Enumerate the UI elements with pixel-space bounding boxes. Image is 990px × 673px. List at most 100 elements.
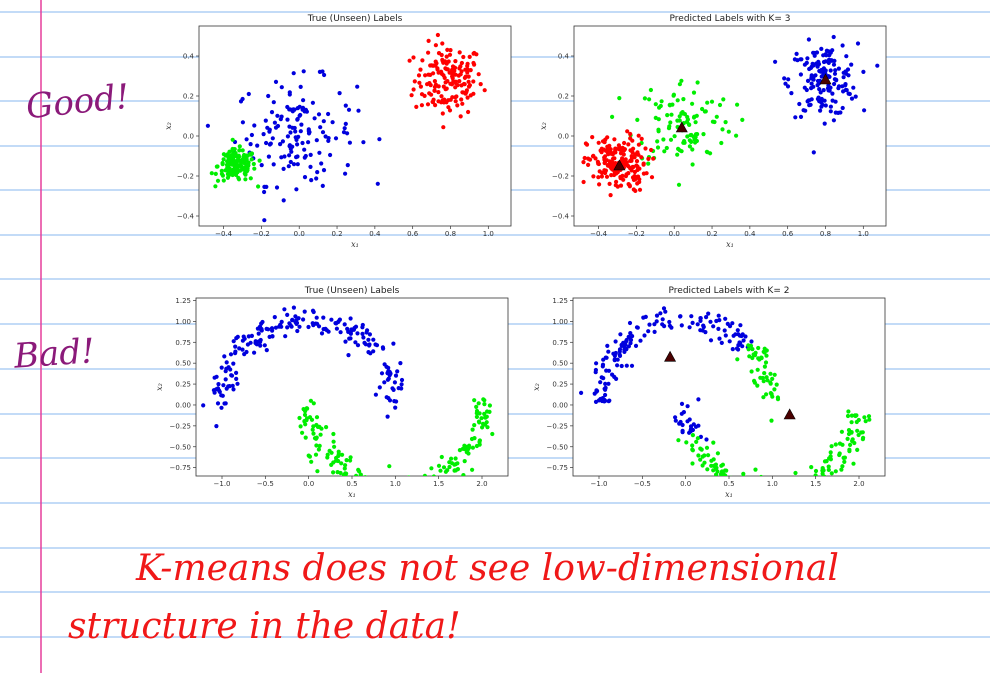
- data-point-red: [411, 87, 416, 92]
- data-point-green: [221, 157, 226, 162]
- data-point-green: [412, 484, 416, 488]
- data-point-green: [317, 424, 322, 429]
- data-point-green: [813, 468, 819, 474]
- data-point-blue: [315, 170, 320, 175]
- data-point-green: [686, 122, 692, 127]
- data-point-green: [356, 467, 361, 472]
- data-point-blue: [288, 323, 293, 328]
- data-point-blue: [822, 121, 827, 126]
- y-tick-label: −0.75: [547, 464, 568, 472]
- data-point-blue: [312, 116, 317, 121]
- data-point-blue: [320, 69, 325, 74]
- data-point-blue: [386, 369, 391, 374]
- data-point-red: [471, 79, 476, 84]
- data-point-green: [695, 436, 701, 441]
- data-point-red: [426, 72, 431, 77]
- data-point-green: [833, 469, 838, 474]
- data-point-green: [695, 80, 700, 85]
- data-point-blue: [836, 66, 842, 71]
- data-point-green: [331, 460, 336, 465]
- data-point-green: [842, 455, 848, 460]
- data-point-red: [426, 38, 431, 44]
- data-point-blue: [814, 50, 820, 55]
- data-point-blue: [245, 342, 250, 347]
- data-point-blue: [272, 315, 277, 320]
- data-point-blue: [805, 99, 810, 104]
- data-point-green: [764, 495, 768, 499]
- data-point-blue: [261, 132, 266, 137]
- data-point-blue: [222, 354, 227, 359]
- data-point-blue: [392, 380, 397, 385]
- data-point-green: [762, 350, 767, 355]
- data-point-blue: [673, 415, 678, 420]
- data-point-blue: [318, 125, 323, 130]
- data-point-green: [822, 474, 827, 476]
- data-point-blue: [295, 162, 300, 167]
- data-point-red: [459, 69, 464, 74]
- data-point-red: [609, 173, 614, 178]
- data-point-green: [753, 467, 758, 472]
- chart-predicted-k2-moons: Predicted Labels with K= 2 −1.0 −0.5 0.0 0.5…: [532, 286, 886, 499]
- y-tick-label: 0.00: [552, 401, 568, 409]
- data-point-red: [427, 91, 432, 96]
- x-tick-label: 0.5: [346, 480, 357, 488]
- data-point-green: [655, 145, 661, 150]
- data-point-blue: [679, 323, 684, 328]
- data-point-blue: [310, 100, 315, 105]
- data-point-blue: [294, 321, 299, 326]
- data-point-blue: [297, 324, 302, 329]
- data-point-green: [677, 114, 682, 119]
- data-point-red: [443, 59, 448, 64]
- data-point-blue: [371, 337, 376, 342]
- data-point-blue: [817, 87, 822, 92]
- data-point-green: [413, 481, 417, 485]
- data-point-blue: [283, 334, 288, 339]
- data-point-green: [693, 140, 698, 145]
- data-point-green: [758, 481, 762, 485]
- data-point-green: [228, 154, 233, 159]
- data-point-blue: [603, 392, 608, 398]
- data-point-green: [752, 478, 756, 482]
- data-point-blue: [373, 342, 378, 347]
- data-point-red: [430, 100, 436, 105]
- data-point-blue: [703, 330, 708, 335]
- data-point-blue: [654, 319, 659, 324]
- data-point-blue: [246, 334, 251, 339]
- data-point-green: [822, 459, 828, 464]
- data-point-green: [234, 169, 240, 174]
- data-point-green: [672, 134, 677, 139]
- data-point-red: [636, 174, 641, 179]
- data-point-blue: [296, 316, 301, 321]
- data-point-green: [849, 413, 855, 418]
- x-tick-label: 2.0: [476, 480, 487, 488]
- data-point-green: [714, 114, 719, 119]
- data-point-blue: [654, 313, 660, 318]
- data-point-green: [761, 395, 766, 400]
- annotation-line-1: K-means does not see low-dimensional: [136, 548, 839, 589]
- data-point-green: [214, 164, 219, 169]
- data-point-blue: [815, 78, 821, 84]
- data-point-blue: [231, 339, 236, 344]
- data-point-blue: [282, 154, 287, 159]
- data-point-green: [452, 468, 457, 473]
- data-point-red: [595, 159, 601, 164]
- data-point-blue: [740, 344, 745, 349]
- data-point-green: [827, 456, 832, 461]
- data-point-red: [590, 135, 595, 140]
- data-point-red: [412, 79, 417, 84]
- data-point-blue: [723, 333, 728, 338]
- x-axis-label: x₁: [348, 490, 356, 499]
- data-point-blue: [285, 104, 290, 110]
- data-point-blue: [281, 166, 286, 171]
- data-point-green: [837, 452, 842, 458]
- data-point-blue: [343, 339, 348, 344]
- data-point-green: [677, 82, 683, 87]
- data-point-red: [635, 181, 640, 186]
- data-point-blue: [227, 384, 232, 389]
- data-point-blue: [302, 147, 307, 152]
- data-point-blue: [687, 417, 692, 422]
- x-tick-label: 1.0: [858, 230, 869, 238]
- data-point-blue: [579, 390, 584, 395]
- data-point-blue: [680, 428, 685, 433]
- data-point-blue: [698, 316, 703, 321]
